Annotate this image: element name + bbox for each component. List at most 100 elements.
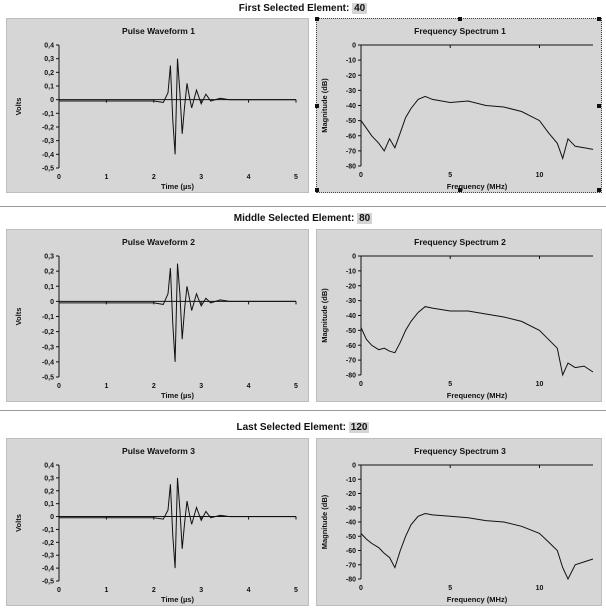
series-line xyxy=(360,306,594,377)
y-tick-label: -70 xyxy=(346,358,356,365)
y-axis-label: Volts xyxy=(14,514,23,532)
chart-title: Frequency Spectrum 3 xyxy=(414,446,506,456)
y-tick-label: 0 xyxy=(50,299,54,306)
y-tick-label: -20 xyxy=(346,73,356,80)
y-tick-label: 0 xyxy=(352,463,356,470)
y-tick-label: -0,5 xyxy=(42,579,54,586)
y-tick-label: 0,2 xyxy=(44,70,54,77)
x-tick-label: 0 xyxy=(57,587,61,594)
resize-handle-middle-right[interactable] xyxy=(597,104,601,108)
y-axis-label: Volts xyxy=(14,308,23,326)
x-axis-label: Frequency (MHz) xyxy=(447,595,508,604)
element-number: 120 xyxy=(348,422,370,433)
element-number: 40 xyxy=(352,3,368,14)
frequency-spectrum-chart-3[interactable]: Frequency Spectrum 3 0 -10 -20 -30 -40 -50 -60 -… xyxy=(316,438,602,606)
y-tick-label: -0,2 xyxy=(42,329,54,336)
section-title: First Selected Element: 40 xyxy=(238,3,368,14)
chart-title: Frequency Spectrum 1 xyxy=(414,26,506,36)
section-last: Last Selected Element: 120 Pulse Wavefor… xyxy=(0,418,606,608)
x-tick-label: 0 xyxy=(57,174,61,181)
y-tick-label: -80 xyxy=(346,373,356,380)
y-tick-label: -0,5 xyxy=(42,375,54,382)
resize-handle-middle-left[interactable] xyxy=(315,104,319,108)
x-tick-label: 5 xyxy=(448,585,452,592)
y-tick-label: -0,3 xyxy=(42,344,54,351)
x-tick-label: 4 xyxy=(247,174,251,181)
section-title: Middle Selected Element: 80 xyxy=(233,213,373,224)
frequency-spectrum-svg-2: Frequency Spectrum 2 0 -10 -20 -30 -40 -50 -60 -… xyxy=(320,237,594,400)
resize-handle-top-right[interactable] xyxy=(597,17,601,21)
y-axis-label: Magnitude (dB) xyxy=(320,494,329,549)
x-tick-label: 0 xyxy=(359,585,363,592)
y-tick-label: -50 xyxy=(346,328,356,335)
x-tick-label: 3 xyxy=(199,587,203,594)
y-tick-label: 0,3 xyxy=(44,475,54,482)
pulse-waveform-svg-1: Pulse Waveform 1 0,4 0,3 0,2 0,1 0 -0,1 -0,2 -0,… xyxy=(14,26,298,191)
y-tick-label: -20 xyxy=(346,491,356,498)
section-divider xyxy=(0,206,606,207)
x-tick-label: 0 xyxy=(359,381,363,388)
y-tick-label: 0,4 xyxy=(44,43,54,50)
chart-title: Frequency Spectrum 2 xyxy=(414,237,506,247)
x-axis-label: Time (µs) xyxy=(161,595,194,604)
resize-handle-bottom-right[interactable] xyxy=(597,188,601,192)
x-tick-label: 2 xyxy=(152,587,156,594)
y-tick-label: 0,2 xyxy=(44,269,54,276)
x-tick-label: 2 xyxy=(152,174,156,181)
y-tick-label: 0 xyxy=(352,254,356,261)
chart-title: Pulse Waveform 1 xyxy=(122,26,195,36)
resize-handle-top-middle[interactable] xyxy=(458,17,462,21)
pulse-waveform-svg-3: Pulse Waveform 3 0,4 0,3 0,2 0,1 0 -0,1 -0,2 -0,… xyxy=(14,446,298,604)
x-axis-label: Time (µs) xyxy=(161,182,194,191)
y-tick-label: -60 xyxy=(346,548,356,555)
resize-handle-bottom-left[interactable] xyxy=(315,188,319,192)
x-tick-label: 2 xyxy=(152,383,156,390)
y-tick-label: -30 xyxy=(346,505,356,512)
y-tick-label: 0 xyxy=(50,97,54,104)
y-tick-label: 0 xyxy=(352,43,356,50)
y-tick-label: -30 xyxy=(346,88,356,95)
y-tick-label: -10 xyxy=(346,268,356,275)
y-tick-label: 0,1 xyxy=(44,501,54,508)
y-axis-label: Magnitude (dB) xyxy=(320,78,329,133)
resize-handle-top-left[interactable] xyxy=(315,17,319,21)
x-tick-label: 5 xyxy=(448,172,452,179)
y-axis-label: Volts xyxy=(14,98,23,116)
frequency-spectrum-chart-1[interactable]: Frequency Spectrum 1 0 -10 -20 -30 -40 -50 -60 -… xyxy=(315,17,602,193)
y-tick-label: -0,1 xyxy=(42,314,54,321)
series-line xyxy=(59,263,296,362)
resize-handle-bottom-middle[interactable] xyxy=(458,188,462,192)
y-axis-label: Magnitude (dB) xyxy=(320,288,329,343)
pulse-waveform-chart-3[interactable]: Pulse Waveform 3 0,4 0,3 0,2 0,1 0 -0,1 -0,2 -0,… xyxy=(6,438,309,606)
section-first: First Selected Element: 40 Pulse Wavefor… xyxy=(0,0,606,200)
pulse-waveform-chart-2[interactable]: Pulse Waveform 2 0,3 0,2 0,1 0 -0,1 -0,2 -0,3 -0… xyxy=(6,229,309,402)
section-middle: Middle Selected Element: 80 Pulse Wavefo… xyxy=(0,210,606,406)
y-tick-label: -50 xyxy=(346,534,356,541)
y-tick-label: -0,3 xyxy=(42,138,54,145)
series-line xyxy=(59,477,296,569)
y-tick-label: -10 xyxy=(346,477,356,484)
pulse-waveform-svg-2: Pulse Waveform 2 0,3 0,2 0,1 0 -0,1 -0,2 -0,3 -0… xyxy=(14,237,298,400)
section-divider xyxy=(0,410,606,411)
y-tick-label: 0,1 xyxy=(44,284,54,291)
x-tick-label: 0 xyxy=(57,383,61,390)
y-tick-label: -0,5 xyxy=(42,166,54,173)
x-tick-label: 5 xyxy=(294,383,298,390)
y-tick-label: -10 xyxy=(346,58,356,65)
x-tick-label: 3 xyxy=(199,174,203,181)
x-axis-label: Frequency (MHz) xyxy=(447,182,508,191)
x-tick-label: 3 xyxy=(199,383,203,390)
y-tick-label: 0,2 xyxy=(44,488,54,495)
y-tick-label: -80 xyxy=(346,164,356,171)
y-tick-label: -0,4 xyxy=(42,359,54,366)
series-line xyxy=(360,95,594,161)
x-tick-label: 10 xyxy=(536,381,544,388)
y-tick-label: -0,2 xyxy=(42,125,54,132)
y-tick-label: 0,3 xyxy=(44,56,54,63)
y-tick-label: -20 xyxy=(346,283,356,290)
y-tick-label: -0,4 xyxy=(42,152,54,159)
frequency-spectrum-chart-2[interactable]: Frequency Spectrum 2 0 -10 -20 -30 -40 -50 -60 -… xyxy=(316,229,602,402)
pulse-waveform-chart-1[interactable]: Pulse Waveform 1 0,4 0,3 0,2 0,1 0 -0,1 -0,2 -0,… xyxy=(6,18,309,193)
x-tick-label: 4 xyxy=(247,383,251,390)
y-tick-label: -40 xyxy=(346,313,356,320)
